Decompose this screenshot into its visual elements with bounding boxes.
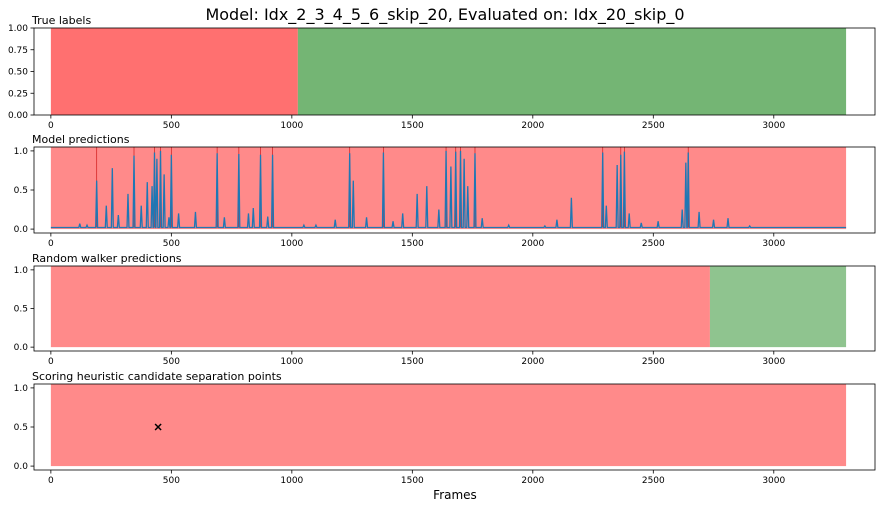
- y-tick-label: 0.5: [14, 423, 28, 433]
- y-tick-label: 0.0: [14, 225, 29, 235]
- y-tick-label: 0.5: [14, 186, 28, 196]
- region-red: [50, 28, 298, 115]
- x-tick-label: 3000: [762, 121, 785, 131]
- panel-1: True labels 0 500 1000 1500 2000 2500 3000 0.00 0…: [8, 14, 876, 131]
- x-tick-label: 500: [163, 239, 180, 249]
- x-tick-label: 500: [163, 357, 180, 367]
- panel-4: Scoring heuristic candidate separation p…: [14, 370, 876, 486]
- x-tick-label: 0: [48, 121, 54, 131]
- y-tick-label: 0.0: [14, 343, 29, 353]
- y-tick-label: 0.25: [8, 89, 28, 99]
- x-tick-label: 2500: [642, 357, 665, 367]
- candidate-point-marker: [154, 423, 162, 431]
- x-tick-label: 3000: [762, 357, 785, 367]
- region-red: [50, 384, 847, 467]
- panel-title: Random walker predictions: [32, 252, 182, 265]
- x-tick-label: 3000: [762, 239, 785, 249]
- x-tick-label: 1500: [401, 476, 424, 486]
- x-tick-label: 500: [163, 476, 180, 486]
- y-tick-label: 1.0: [14, 266, 29, 276]
- x-tick-label: 0: [48, 476, 54, 486]
- y-tick-label: 0.0: [14, 462, 29, 472]
- x-tick-label: 1500: [401, 121, 424, 131]
- y-tick-label: 1.00: [8, 24, 28, 34]
- x-tick-label: 2500: [642, 121, 665, 131]
- x-tick-label: 1500: [401, 357, 424, 367]
- x-tick-label: 1000: [280, 476, 303, 486]
- y-tick-label: 0.50: [8, 68, 28, 78]
- x-tick-label: 0: [48, 239, 54, 249]
- x-tick-label: 1500: [401, 239, 424, 249]
- y-tick-label: 1.0: [14, 384, 29, 394]
- panel-2: Model predictions 0 500 1000 1500 2000 2500 300…: [14, 133, 876, 249]
- prediction-series-line: [50, 150, 847, 229]
- panel-title: Scoring heuristic candidate separation p…: [32, 370, 282, 383]
- y-tick-label: 0.5: [14, 305, 28, 315]
- x-tick-label: 2000: [521, 357, 544, 367]
- x-tick-label: 2000: [521, 476, 544, 486]
- panel-title: Model predictions: [32, 133, 130, 146]
- region-green: [709, 266, 847, 348]
- x-tick-label: 2000: [521, 121, 544, 131]
- figure-title: Model: Idx_2_3_4_5_6_skip_20, Evaluated …: [205, 5, 684, 25]
- x-tick-label: 2500: [642, 476, 665, 486]
- panel-title: True labels: [31, 14, 91, 27]
- x-tick-label: 2000: [521, 239, 544, 249]
- panel-3: Random walker predictions 0 500 1000 1500 200…: [14, 252, 876, 367]
- x-tick-label: 500: [163, 121, 180, 131]
- y-tick-label: 0.75: [8, 46, 28, 56]
- x-tick-label: 2500: [642, 239, 665, 249]
- x-tick-label: 1000: [280, 121, 303, 131]
- x-tick-label: 1000: [280, 239, 303, 249]
- x-tick-label: 3000: [762, 476, 785, 486]
- x-axis-title: Frames: [433, 488, 477, 502]
- region-red: [50, 266, 710, 348]
- x-tick-label: 1000: [280, 357, 303, 367]
- y-tick-label: 1.0: [14, 147, 29, 157]
- y-tick-label: 0.00: [8, 111, 28, 121]
- region-green: [297, 28, 847, 115]
- region-red: [50, 147, 847, 230]
- x-tick-label: 0: [48, 357, 54, 367]
